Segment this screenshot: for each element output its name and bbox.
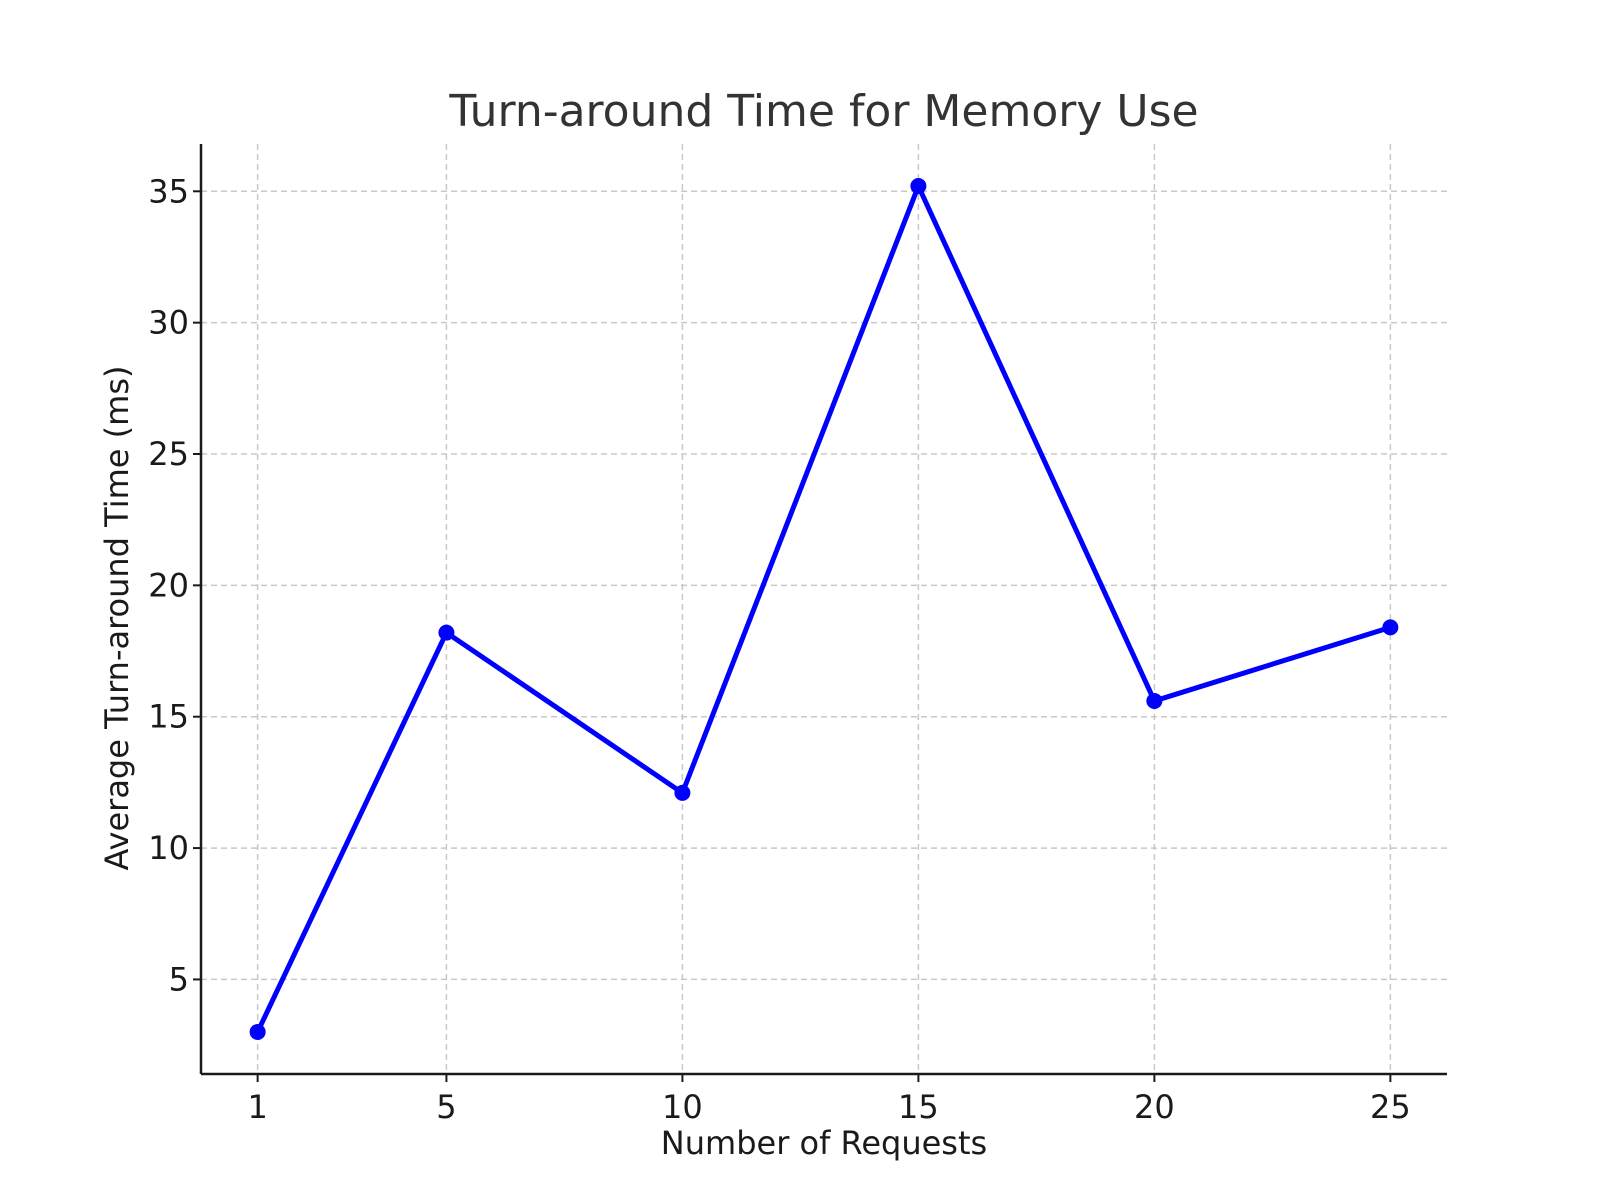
y-tick-label-15: 15 — [148, 698, 189, 736]
data-point-25 — [1382, 619, 1399, 636]
y-tick-label-35: 35 — [148, 172, 189, 210]
x-tick-label-1: 1 — [247, 1088, 267, 1126]
series-line-1 — [255, 183, 1393, 1035]
x-tick-label-25: 25 — [1370, 1088, 1411, 1126]
x-tick-label-20: 20 — [1134, 1088, 1175, 1126]
x-tick-label-5: 5 — [436, 1088, 456, 1126]
data-point-5 — [438, 624, 455, 641]
y-tick-label-25: 25 — [148, 435, 189, 473]
series — [249, 178, 1399, 1040]
x-tick-label-15: 15 — [898, 1088, 939, 1126]
y-tick-label-5: 5 — [169, 960, 189, 998]
data-point-20 — [1146, 692, 1163, 709]
chart-title: Turn-around Time for Memory Use — [448, 86, 1198, 137]
data-point-15 — [910, 178, 927, 195]
x-tick-label-10: 10 — [662, 1088, 703, 1126]
grid — [201, 144, 1447, 1074]
x-axis-label: Number of Requests — [661, 1124, 987, 1162]
y-tick-label-20: 20 — [148, 566, 189, 604]
data-point-10 — [674, 784, 691, 801]
data-point-1 — [249, 1023, 266, 1040]
y-axis-label: Average Turn-around Time (ms) — [98, 366, 136, 871]
y-tick-label-30: 30 — [148, 304, 189, 342]
y-tick-label-10: 10 — [148, 829, 189, 867]
axes — [199, 144, 1447, 1076]
